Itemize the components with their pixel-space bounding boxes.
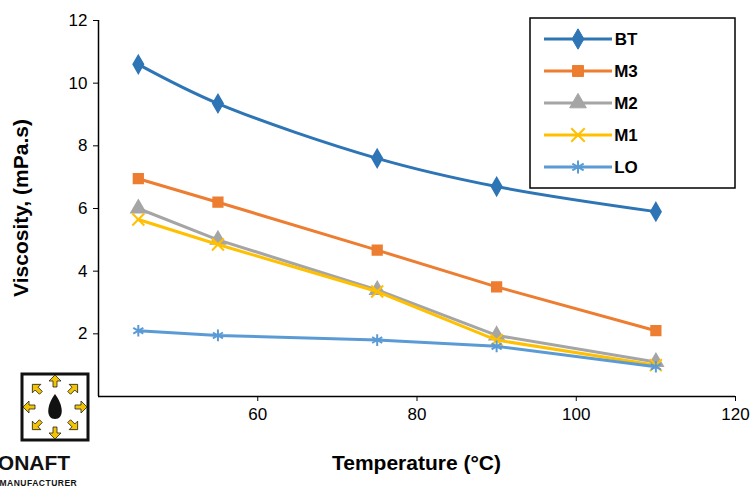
svg-text:120: 120 <box>721 405 749 424</box>
svg-text:M3: M3 <box>614 62 638 81</box>
svg-text:10: 10 <box>69 74 88 93</box>
svg-text:4: 4 <box>78 262 87 281</box>
svg-text:M1: M1 <box>614 126 638 145</box>
svg-text:PETRONAFT: PETRONAFT <box>0 451 70 474</box>
svg-text:12: 12 <box>69 11 88 30</box>
svg-text:M2: M2 <box>614 94 638 113</box>
svg-text:8: 8 <box>78 136 87 155</box>
svg-text:Viscosity, (mPa.s): Viscosity, (mPa.s) <box>9 119 32 297</box>
svg-text:BT: BT <box>615 30 638 49</box>
svg-text:60: 60 <box>248 405 267 424</box>
svg-text:6: 6 <box>78 199 87 218</box>
svg-text:LO: LO <box>614 158 638 177</box>
svg-text:Temperature (°C): Temperature (°C) <box>332 451 501 474</box>
svg-text:PETROLEUM MANUFACTURER: PETROLEUM MANUFACTURER <box>0 478 77 488</box>
svg-text:100: 100 <box>562 405 590 424</box>
svg-text:2: 2 <box>78 324 87 343</box>
svg-text:80: 80 <box>408 405 427 424</box>
